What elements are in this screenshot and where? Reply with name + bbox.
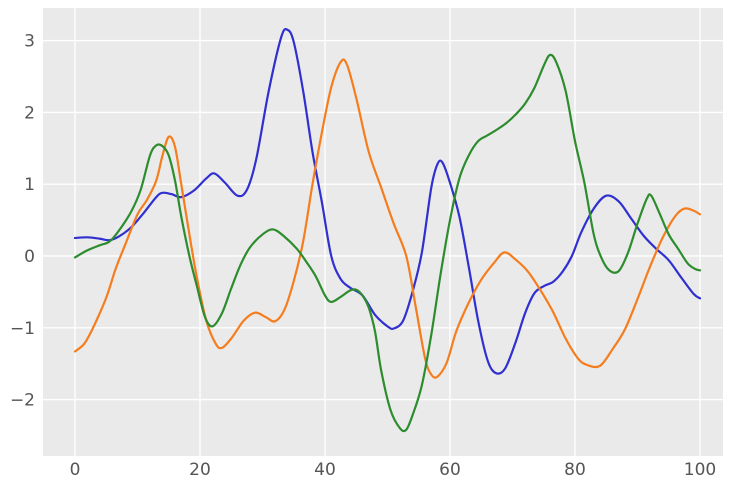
plot-area	[43, 8, 723, 456]
x-tick-label-0: 0	[70, 460, 81, 480]
y-tick-label-0: −2	[10, 391, 35, 411]
y-tick-label-4: 2	[24, 103, 35, 123]
x-tick-label-3: 60	[439, 460, 461, 480]
x-tick-label-4: 80	[564, 460, 586, 480]
series-blue	[73, 27, 702, 375]
series-green	[73, 53, 702, 433]
y-tick-label-1: −1	[10, 319, 35, 339]
y-tick-label-5: 3	[24, 32, 35, 52]
y-tick-label-3: 1	[24, 175, 35, 195]
y-tick-label-2: 0	[24, 247, 35, 267]
x-tick-label-1: 20	[189, 460, 211, 480]
x-tick-label-5: 100	[684, 460, 716, 480]
x-tick-label-2: 40	[314, 460, 336, 480]
series-orange	[73, 58, 702, 379]
